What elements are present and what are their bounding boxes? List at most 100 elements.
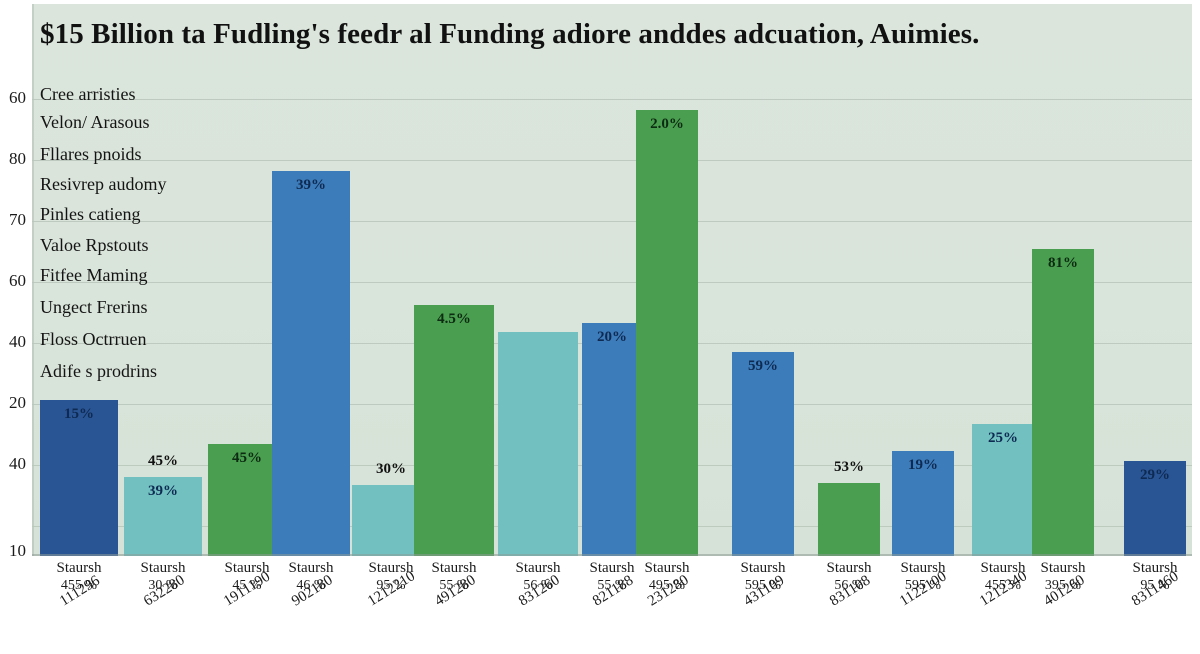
overlay-label: Adife s prodrins	[40, 361, 157, 381]
y-axis-tick-label: 40	[9, 454, 26, 473]
bar[interactable]: 45% 39%	[124, 453, 202, 556]
plot-panel: 60 80 70 60 40 20 40 10 Cree arristies Velon/ Ar…	[9, 4, 1192, 560]
x-label-line-1: Staursh	[56, 560, 102, 576]
x-label-line-1: Staursh	[140, 560, 186, 576]
y-axis-tick-labels: 60 80 70 60 40 20 40 10	[0, 4, 32, 560]
overlay-label: Fitfee Maming	[40, 265, 148, 285]
x-label-line-1: Staursh	[368, 560, 414, 576]
overlay-label: Cree arristies	[40, 84, 136, 104]
bar[interactable]: 15%	[40, 400, 118, 556]
y-axis-tick-label: 70	[9, 210, 26, 229]
overlay-label: Ungect Frerins	[40, 297, 148, 317]
y-axis-tick-label: 60	[9, 271, 26, 290]
overlay-label: Pinles catieng	[40, 204, 141, 224]
x-label-line-2: 495 %	[648, 578, 686, 593]
bar-value-label: 2.0%	[650, 116, 684, 132]
overlay-label: Fllares pnoids	[40, 144, 142, 164]
bar-value-label: 53%	[834, 459, 864, 475]
gridline	[32, 99, 1192, 100]
chart-title: $15 Billion ta Fudling's feedr al Fundin…	[40, 18, 980, 50]
bar-value-label-above: 45%	[148, 453, 178, 469]
gridline	[32, 160, 1192, 161]
y-axis-tick-label: 40	[9, 332, 26, 351]
bar-value-label: 45%	[232, 450, 262, 466]
bar-value-label: 4.5%	[437, 311, 471, 327]
x-label-line-2: 395 %	[1044, 578, 1082, 593]
bar[interactable]: 53%	[818, 459, 880, 556]
x-label-line-2: 56 %	[834, 578, 864, 593]
gridline	[32, 221, 1192, 222]
bar-value-label: 20%	[597, 329, 627, 345]
x-axis-tick-label: Staursh 95 % 1212210	[339, 560, 443, 613]
x-axis-tick-label: Staursh 30 % 632280	[111, 560, 215, 613]
x-axis-tick-label: Staursh 45 % 1911190	[195, 560, 299, 613]
x-axis-tick-label: Staursh 56 % 831260	[486, 560, 590, 613]
bar[interactable]: 81%	[1032, 249, 1094, 556]
x-label-line-1: Staursh	[644, 560, 690, 576]
gridline	[32, 282, 1192, 283]
x-label-line-2: 55 %	[439, 578, 469, 593]
y-axis-tick-label: 10	[9, 541, 26, 560]
x-label-line-1: Staursh	[740, 560, 786, 576]
bar[interactable]: 39%	[272, 171, 350, 556]
y-axis-tick-label: 20	[9, 393, 26, 412]
x-label-line-1: Staursh	[1132, 560, 1178, 576]
x-label-line-2: 455 %	[984, 578, 1022, 593]
bar[interactable]: 2.0%	[636, 110, 698, 556]
x-label-line-1: Staursh	[900, 560, 946, 576]
x-axis-tick-label: Staursh 56 % 831108	[797, 560, 901, 613]
bar-value-label: 19%	[908, 457, 938, 473]
bar-series: 15% 45% 39% 45% 39% 30% 4.5% 20% 2.0% 59% 53% 19% 25…	[32, 4, 1192, 556]
x-label-line-1: Staursh	[826, 560, 872, 576]
bar-value-label: 15%	[64, 406, 94, 422]
overlay-label: Resivrep audomy	[40, 174, 167, 194]
x-axis-tick-label: Staursh 595 % 1122100	[871, 560, 975, 613]
x-label-line-2: 55 %	[597, 578, 627, 593]
x-axis-tick-label: Staursh 495 % 231280	[615, 560, 719, 613]
bar[interactable]: 29%	[1124, 461, 1186, 556]
overlay-label: Floss Octrruen	[40, 329, 147, 349]
x-axis-tick-labels: Staursh 455 % 111296 Staursh 30 % 632280 Staur…	[32, 560, 1192, 654]
x-axis-tick-label: Staursh 95 % 8311460	[1103, 560, 1200, 613]
x-label-line-2: 45 %	[232, 578, 262, 593]
bar-value-label: 25%	[988, 430, 1018, 446]
bar[interactable]: 20%	[582, 323, 642, 556]
x-label-line-1: Staursh	[1040, 560, 1086, 576]
bar[interactable]: 25%	[972, 424, 1034, 556]
x-label-line-1: Staursh	[288, 560, 334, 576]
bar[interactable]: 59%	[732, 352, 794, 556]
x-label-line-2: 595 %	[744, 578, 782, 593]
bar-value-label: 59%	[748, 358, 778, 374]
x-label-line-2: 46 %	[296, 578, 326, 593]
bar[interactable]: 19%	[892, 451, 954, 556]
x-label-line-1: Staursh	[515, 560, 561, 576]
x-axis-tick-label: Staursh 455 % 1212340	[951, 560, 1055, 613]
x-label-line-2: 95 %	[376, 578, 406, 593]
bar-value-label: 81%	[1048, 255, 1078, 271]
x-label-line-2: 30 %	[148, 578, 178, 593]
bar-value-label: 29%	[1140, 467, 1170, 483]
bar[interactable]: 4.5%	[414, 305, 494, 556]
x-axis-tick-label: Staursh 55 % 821188	[560, 560, 664, 613]
x-label-line-1: Staursh	[431, 560, 477, 576]
y-axis-tick-label: 60	[9, 88, 26, 107]
x-axis-tick-label: Staursh 55 % 491280	[402, 560, 506, 613]
bar[interactable]	[498, 332, 578, 556]
x-label-line-1: Staursh	[980, 560, 1026, 576]
x-label-line-2: 455 %	[60, 578, 98, 593]
x-label-line-2: 56 %	[523, 578, 553, 593]
x-label-line-1: Staursh	[589, 560, 635, 576]
bar-value-label: 39%	[296, 177, 326, 193]
x-label-line-2: 95 %	[1140, 578, 1170, 593]
x-axis-tick-label: Staursh 46 % 902180	[259, 560, 363, 613]
x-label-line-2: 595 %	[904, 578, 942, 593]
x-label-line-1: Staursh	[224, 560, 270, 576]
y-axis-tick-label: 80	[9, 149, 26, 168]
bar-value-label: 39%	[148, 483, 178, 499]
x-axis-tick-label: Staursh 395 % 401260	[1011, 560, 1115, 613]
x-axis-tick-label: Staursh 595 % 431109	[711, 560, 815, 613]
x-axis-tick-label: Staursh 455 % 111296	[27, 560, 131, 613]
overlay-label: Velon/ Arasous	[40, 112, 150, 132]
bar-value-label: 30%	[376, 461, 406, 477]
